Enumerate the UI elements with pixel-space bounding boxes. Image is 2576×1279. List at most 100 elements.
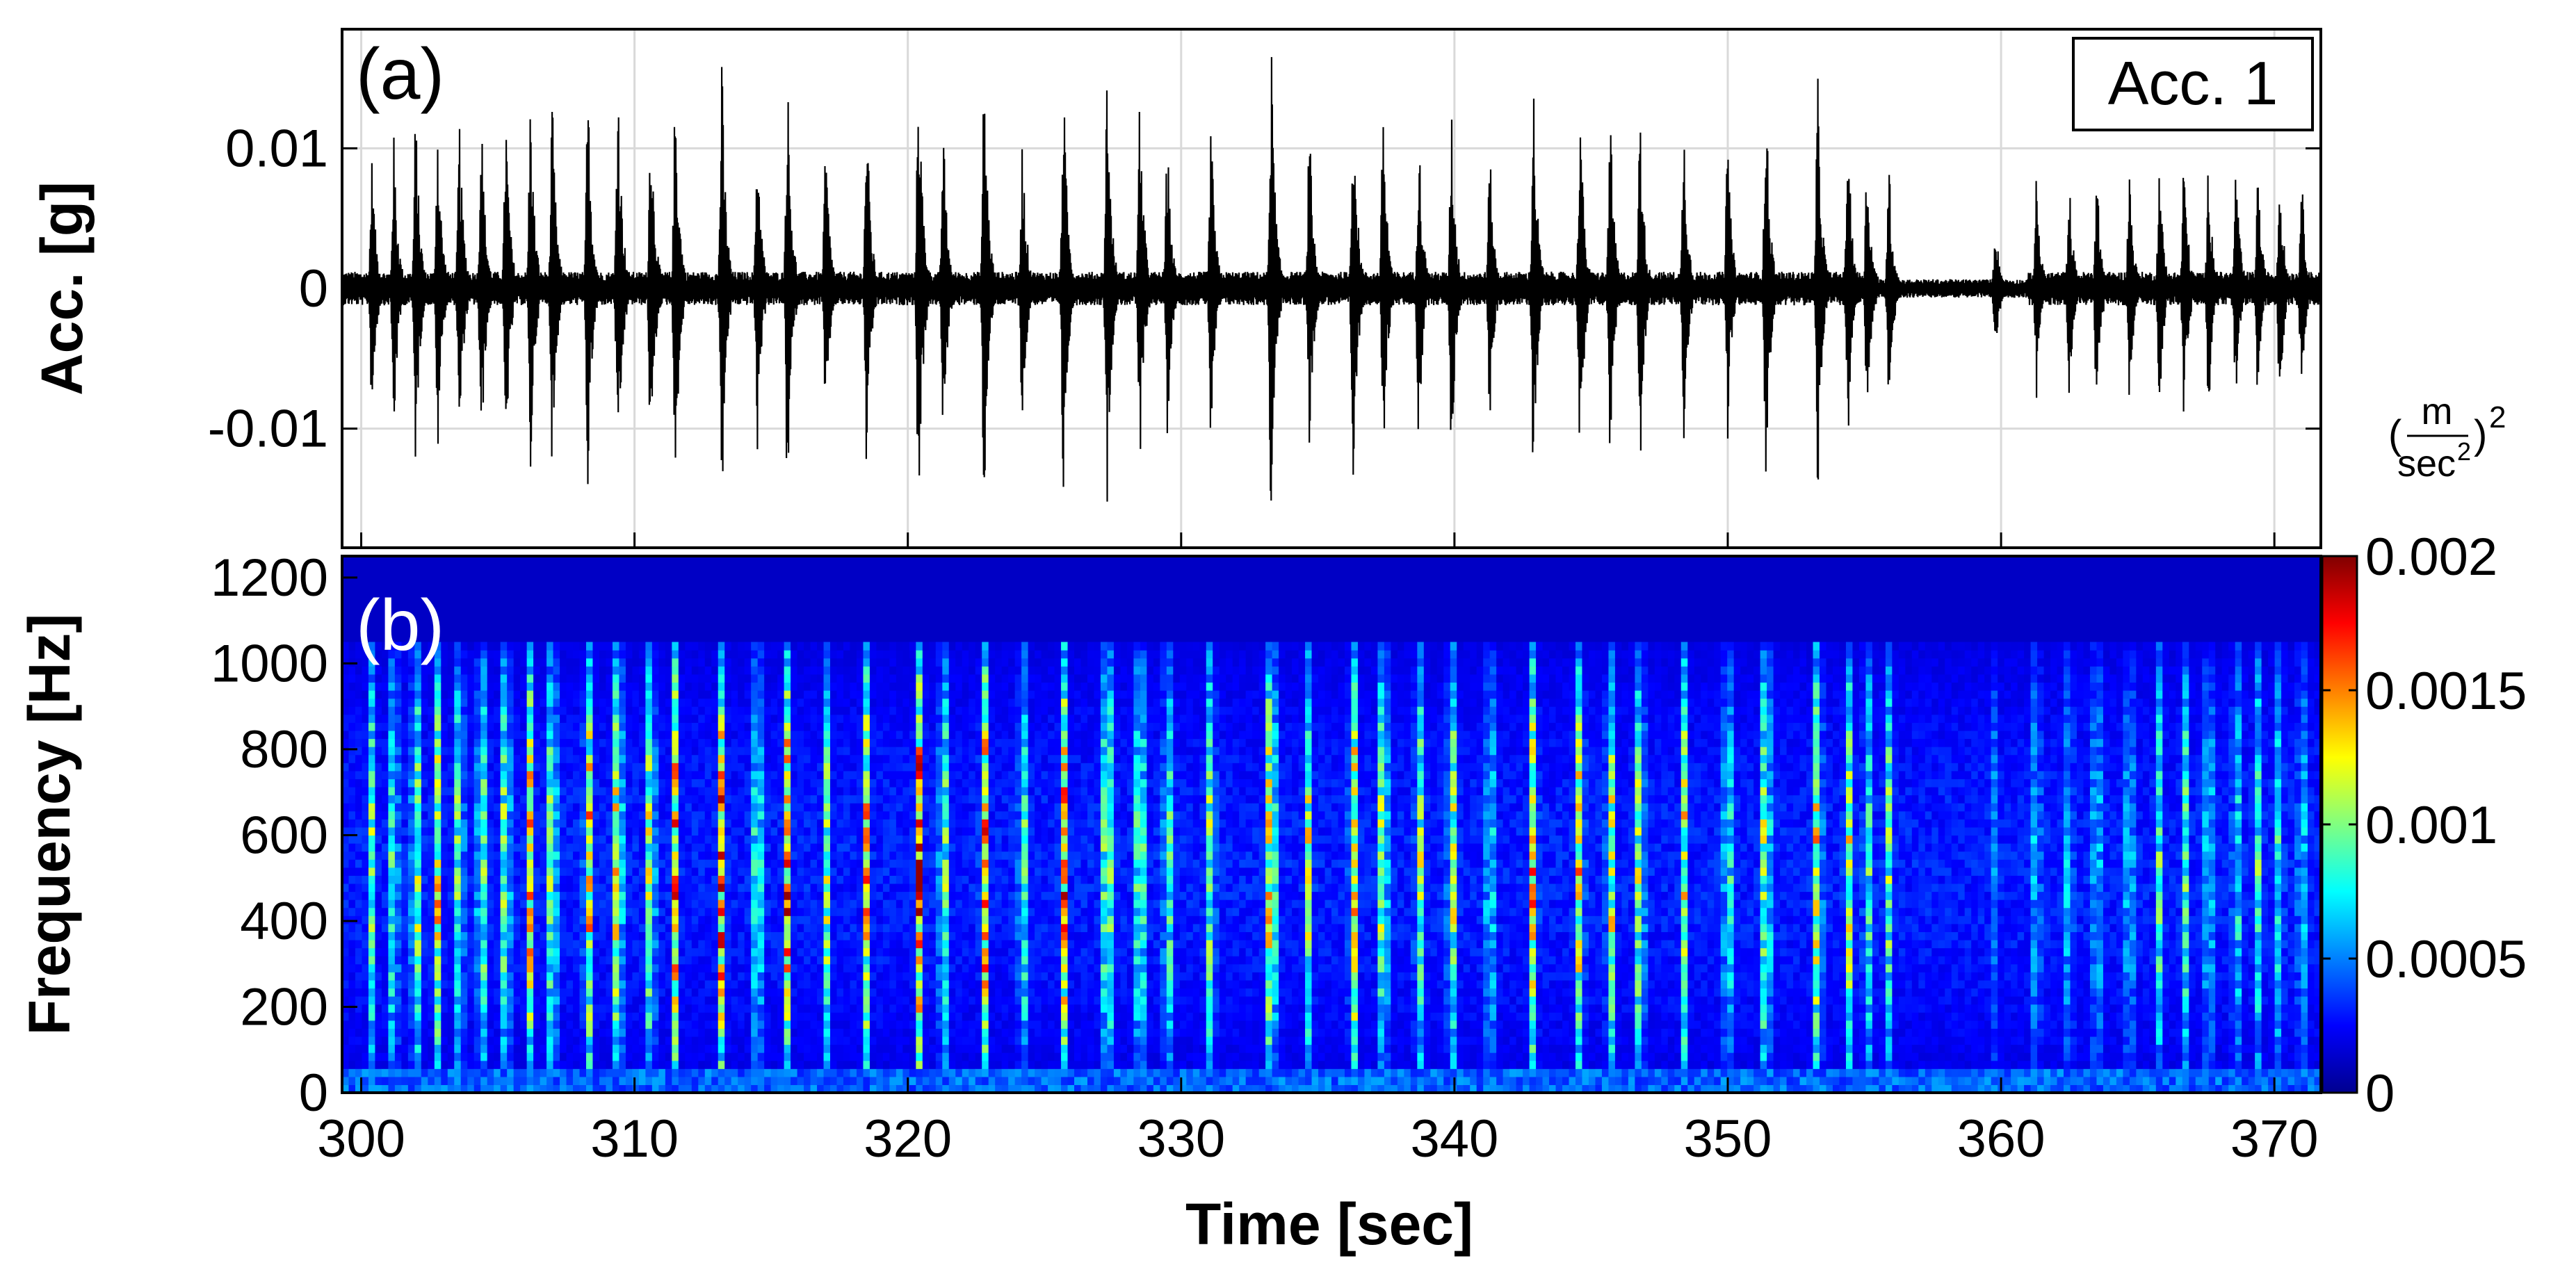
spectrogram-cell bbox=[704, 907, 712, 916]
spectrogram-cell bbox=[368, 658, 376, 667]
spectrogram-cell bbox=[698, 642, 706, 651]
spectrogram-cell bbox=[685, 1052, 692, 1061]
spectrogram-cell bbox=[454, 996, 462, 1005]
spectrogram-cell bbox=[487, 843, 494, 852]
spectrogram-cell bbox=[507, 899, 515, 909]
spectrogram-cell bbox=[407, 988, 415, 997]
spectrogram-cell bbox=[863, 1004, 870, 1013]
spectrogram-cell bbox=[520, 972, 528, 981]
spectrogram-cell bbox=[638, 899, 646, 909]
spectrogram-cell bbox=[401, 1020, 409, 1029]
spectrogram-cell bbox=[698, 826, 706, 836]
spectrogram-cell bbox=[500, 779, 508, 788]
spectrogram-cell bbox=[724, 1084, 732, 1093]
spectrogram-cell bbox=[460, 738, 468, 747]
spectrogram-cell bbox=[672, 650, 679, 659]
spectrogram-cell bbox=[658, 819, 666, 828]
spectrogram-cell bbox=[566, 754, 574, 763]
spectrogram-cell bbox=[546, 996, 554, 1005]
spectrogram-cell bbox=[804, 819, 811, 828]
spectrogram-cell bbox=[612, 1012, 620, 1021]
spectrogram-cell bbox=[665, 786, 672, 796]
spectrogram-cell bbox=[487, 698, 494, 707]
spectrogram-cell bbox=[896, 1084, 903, 1093]
spectrogram-cell bbox=[441, 738, 448, 747]
spectrogram-cell bbox=[731, 956, 738, 965]
spectrogram-cell bbox=[916, 795, 923, 804]
spectrogram-cell bbox=[791, 722, 798, 731]
spectrogram-cell bbox=[467, 786, 475, 796]
spectrogram-cell bbox=[560, 706, 567, 715]
spectrogram-cell bbox=[342, 658, 350, 667]
spectrogram-cell bbox=[889, 891, 897, 900]
spectrogram-cell bbox=[784, 803, 791, 812]
spectrogram-cell bbox=[658, 1012, 666, 1021]
spectrogram-cell bbox=[651, 770, 659, 779]
spectrogram-cell bbox=[856, 996, 864, 1005]
spectrogram-cell bbox=[401, 754, 409, 763]
spectrogram-cell bbox=[434, 803, 442, 812]
spectrogram-cell bbox=[553, 1028, 560, 1037]
spectrogram-cell bbox=[658, 956, 666, 965]
spectrogram-cell bbox=[441, 714, 448, 723]
spectrogram-cell bbox=[770, 859, 778, 868]
spectrogram-cell bbox=[394, 875, 402, 884]
spectrogram-cell bbox=[916, 867, 923, 876]
spectrogram-cell bbox=[375, 658, 382, 667]
spectrogram-cell bbox=[428, 835, 435, 844]
spectrogram-cell bbox=[401, 690, 409, 699]
spectrogram-cell bbox=[751, 722, 759, 731]
spectrogram-cell bbox=[922, 1004, 930, 1013]
spectrogram-cell bbox=[784, 1004, 791, 1013]
spectrogram-cell bbox=[619, 947, 626, 956]
spectrogram-cell bbox=[770, 779, 778, 788]
spectrogram-cell bbox=[473, 1060, 481, 1069]
spectrogram-cell bbox=[599, 931, 607, 940]
spectrogram-cell bbox=[718, 996, 725, 1005]
spectrogram-cell bbox=[388, 963, 396, 972]
spectrogram-cell bbox=[533, 931, 541, 940]
spectrogram-cell bbox=[546, 867, 554, 876]
spectrogram-cell bbox=[658, 907, 666, 916]
spectrogram-cell bbox=[902, 763, 910, 772]
spectrogram-cell bbox=[678, 714, 686, 723]
spectrogram-cell bbox=[863, 738, 870, 747]
spectrogram-cell bbox=[757, 763, 765, 772]
spectrogram-cell bbox=[447, 996, 455, 1005]
spectrogram-cell bbox=[579, 875, 587, 884]
spectrogram-cell bbox=[362, 730, 369, 740]
spectrogram-cell bbox=[421, 915, 428, 924]
spectrogram-cell bbox=[566, 956, 574, 965]
spectrogram-cell bbox=[791, 706, 798, 715]
spectrogram-cell bbox=[520, 939, 528, 949]
spectrogram-cell bbox=[480, 843, 488, 852]
spectrogram-cell bbox=[804, 859, 811, 868]
spectrogram-cell bbox=[738, 722, 745, 731]
spectrogram-cell bbox=[454, 875, 462, 884]
spectrogram-cell bbox=[882, 690, 890, 699]
spectrogram-cell bbox=[362, 1076, 369, 1086]
spectrogram-cell bbox=[368, 650, 376, 659]
spectrogram-cell bbox=[513, 722, 521, 731]
spectrogram-cell bbox=[718, 763, 725, 772]
spectrogram-cell bbox=[513, 763, 521, 772]
spectrogram-cell bbox=[784, 996, 791, 1005]
spectrogram-cell bbox=[619, 754, 626, 763]
spectrogram-cell bbox=[507, 988, 515, 997]
spectrogram-cell bbox=[625, 642, 633, 651]
spectrogram-cell bbox=[658, 795, 666, 804]
spectrogram-cell bbox=[566, 939, 574, 949]
spectrogram-cell bbox=[632, 1044, 640, 1053]
spectrogram-cell bbox=[606, 972, 613, 981]
spectrogram-cell bbox=[685, 795, 692, 804]
spectrogram-cell bbox=[817, 722, 825, 731]
spectrogram-cell bbox=[731, 915, 738, 924]
spectrogram-cell bbox=[494, 714, 501, 723]
spectrogram-cell bbox=[896, 1044, 903, 1053]
spectrogram-cell bbox=[560, 714, 567, 723]
spectrogram-cell bbox=[691, 963, 699, 972]
spectrogram-cell bbox=[560, 1020, 567, 1029]
spectrogram-cell bbox=[863, 996, 870, 1005]
spectrogram-cell bbox=[922, 931, 930, 940]
spectrogram-cell bbox=[797, 738, 804, 747]
